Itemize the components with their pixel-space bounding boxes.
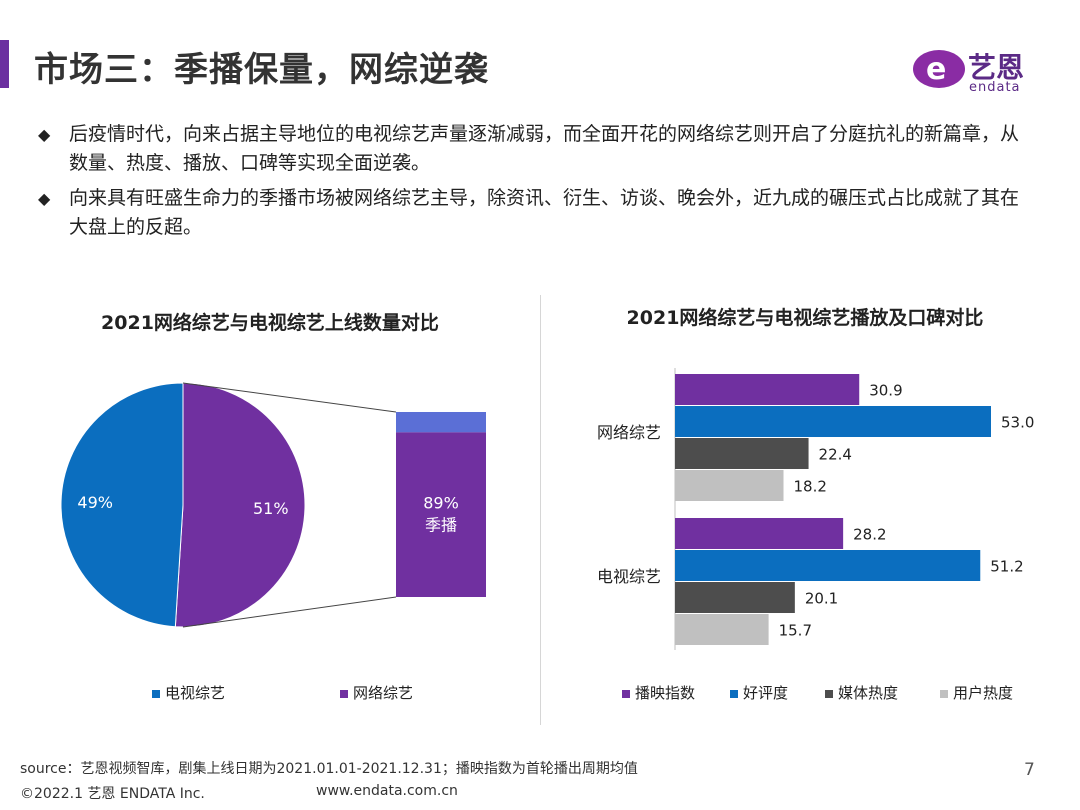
legend-item: 好评度 <box>730 682 788 703</box>
endata-logo: e 艺恩 endata <box>913 46 1053 96</box>
bar-value-label: 30.9 <box>869 382 902 400</box>
legend-item: 网络综艺 <box>340 682 413 703</box>
legend-swatch <box>622 689 630 698</box>
title-accent-bar <box>0 40 9 88</box>
bar-value-label: 20.1 <box>805 590 838 608</box>
pie-chart-title: 2021网络综艺与电视综艺上线数量对比 <box>101 312 439 334</box>
bar-value-label: 22.4 <box>819 446 852 464</box>
bar <box>675 518 844 549</box>
diamond-bullet-icon: ◆ <box>38 125 51 144</box>
legend-item: 用户热度 <box>940 682 1013 703</box>
pie-slice-label: 51% <box>253 499 289 518</box>
bar <box>675 470 784 501</box>
copyright: ©2022.1 艺恩 ENDATA Inc. <box>20 786 205 802</box>
bullet-text: 后疫情时代，向来占据主导地位的电视综艺声量逐渐减弱，而全面开花的网络综艺则开启了… <box>69 123 1020 174</box>
bar-chart-title: 2021网络综艺与电视综艺播放及口碑对比 <box>626 307 984 329</box>
pie-slice-label: 49% <box>77 493 113 512</box>
bar <box>675 374 860 405</box>
legend-swatch <box>940 689 948 698</box>
category-label: 电视综艺 <box>597 567 661 586</box>
bar <box>675 614 769 645</box>
legend-label: 好评度 <box>743 684 789 702</box>
logo-mark-letter: e <box>926 52 947 87</box>
breakout-segment <box>396 412 486 433</box>
page-title: 市场三：季播保量，网综逆袭 <box>34 50 489 90</box>
breakout-connector-bottom <box>182 596 397 628</box>
bar-chart: 网络综艺 30.9 53.0 22.4 18.2 电视综艺 28.2 51.2 20.1 15.7 <box>597 368 1034 650</box>
bar-value-label: 15.7 <box>779 622 812 640</box>
website-url: www.endata.com.cn <box>316 783 458 799</box>
bar <box>675 406 991 437</box>
logo-english-text: endata <box>969 80 1021 95</box>
logo-mark: e <box>913 50 965 88</box>
bar <box>675 582 795 613</box>
legend-swatch <box>152 689 160 698</box>
breakout-sublabel: 季播 <box>425 516 457 535</box>
bar-legend: 播映指数 好评度 媒体热度 用户热度 <box>560 682 1060 704</box>
bar <box>675 438 809 469</box>
bullet-list: ◆ 后疫情时代，向来占据主导地位的电视综艺声量逐渐减弱，而全面开花的网络综艺则开… <box>36 120 1036 248</box>
breakout-connector-top <box>182 382 397 413</box>
chart-divider <box>540 295 541 725</box>
legend-label: 网络综艺 <box>353 684 414 702</box>
legend-label: 媒体热度 <box>838 684 899 702</box>
legend-label: 电视综艺 <box>165 684 226 702</box>
bar <box>675 550 981 581</box>
bullet-text: 向来具有旺盛生命力的季播市场被网络综艺主导，除资讯、衍生、访谈、晚会外，近九成的… <box>69 187 1020 238</box>
legend-swatch <box>730 689 738 698</box>
bar-value-label: 18.2 <box>794 478 827 496</box>
bar-value-label: 51.2 <box>990 558 1023 576</box>
legend-label: 播映指数 <box>635 684 696 702</box>
legend-item: 播映指数 <box>622 682 695 703</box>
legend-swatch <box>340 689 348 698</box>
bar-value-label: 53.0 <box>1001 414 1034 432</box>
breakout-label: 89% <box>423 494 459 513</box>
page-number: 7 <box>1024 760 1035 780</box>
pie-chart: 51% 49% 89% 季播 <box>60 382 486 628</box>
source-note: source：艺恩视频智库，剧集上线日期为2021.01.01-2021.12.… <box>20 761 638 777</box>
bar-value-label: 28.2 <box>853 526 886 544</box>
pie-slice-online <box>174 382 306 628</box>
bullet-item: ◆ 后疫情时代，向来占据主导地位的电视综艺声量逐渐减弱，而全面开花的网络综艺则开… <box>36 120 1036 178</box>
bullet-item: ◆ 向来具有旺盛生命力的季播市场被网络综艺主导，除资讯、衍生、访谈、晚会外，近九… <box>36 184 1036 242</box>
legend-item: 媒体热度 <box>825 682 898 703</box>
category-label: 网络综艺 <box>597 423 661 442</box>
pie-slice-tv <box>60 382 184 628</box>
pie-legend: 电视综艺 网络综艺 <box>0 682 540 704</box>
legend-item: 电视综艺 <box>152 682 225 703</box>
diamond-bullet-icon: ◆ <box>38 189 51 208</box>
logo-chinese-text: 艺恩 <box>968 51 1025 84</box>
breakout-segment <box>396 432 486 597</box>
legend-label: 用户热度 <box>953 684 1014 702</box>
legend-swatch <box>825 689 833 698</box>
